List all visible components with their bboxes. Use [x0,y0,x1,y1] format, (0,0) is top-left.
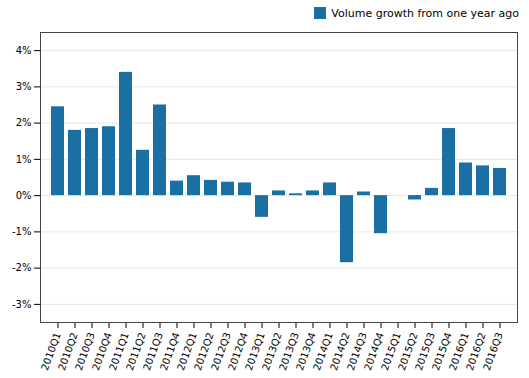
html-text:Volume growth from one year ag: Volume growth from one year ago [331,6,519,20]
svg-text:2014Q1: 2014Q1 [311,330,335,372]
svg-text:1%: 1% [16,154,32,165]
svg-text:2014Q3: 2014Q3 [345,330,369,372]
svg-text:2012Q1: 2012Q1 [175,330,199,372]
svg-text:2%: 2% [16,117,32,128]
svg-text:-2%: -2% [12,262,31,273]
svg-text:2016Q2: 2016Q2 [464,330,488,372]
svg-text:2012Q4: 2012Q4 [226,330,250,372]
svg-text:-1%: -1% [12,226,31,237]
svg-text:4%: 4% [16,45,32,56]
svg-text:2010Q2: 2010Q2 [56,330,80,372]
svg-text:2015Q3: 2015Q3 [413,330,437,372]
svg-text:0%: 0% [16,190,32,201]
svg-text:-3%: -3% [12,299,31,310]
svg-text:2010Q3: 2010Q3 [73,330,97,372]
svg-text:2011Q3: 2011Q3 [141,330,165,372]
svg-text:2012Q3: 2012Q3 [209,330,233,372]
svg-text:2013Q2: 2013Q2 [260,330,284,372]
svg-text:3%: 3% [16,81,32,92]
svg-text:2011Q2: 2011Q2 [124,330,148,372]
svg-text:2011Q4: 2011Q4 [158,330,182,372]
svg-text:2015Q2: 2015Q2 [396,330,420,372]
svg-text:2010Q4: 2010Q4 [90,330,114,372]
svg-text:2013Q4: 2013Q4 [294,330,318,372]
svg-text:2013Q3: 2013Q3 [277,330,301,372]
svg-text:2015Q4: 2015Q4 [430,330,454,372]
svg-text:2016Q1: 2016Q1 [447,330,471,372]
svg-text:2014Q2: 2014Q2 [328,330,352,372]
svg-text:2012Q2: 2012Q2 [192,330,216,372]
svg-text:2011Q1: 2011Q1 [107,330,131,372]
svg-text:2015Q1: 2015Q1 [379,330,403,372]
svg-text:2010Q1: 2010Q1 [39,330,63,372]
svg-text:2013Q1: 2013Q1 [243,330,267,372]
svg-text:2016Q3: 2016Q3 [481,331,505,372]
svg-text:2014Q4: 2014Q4 [362,330,386,372]
